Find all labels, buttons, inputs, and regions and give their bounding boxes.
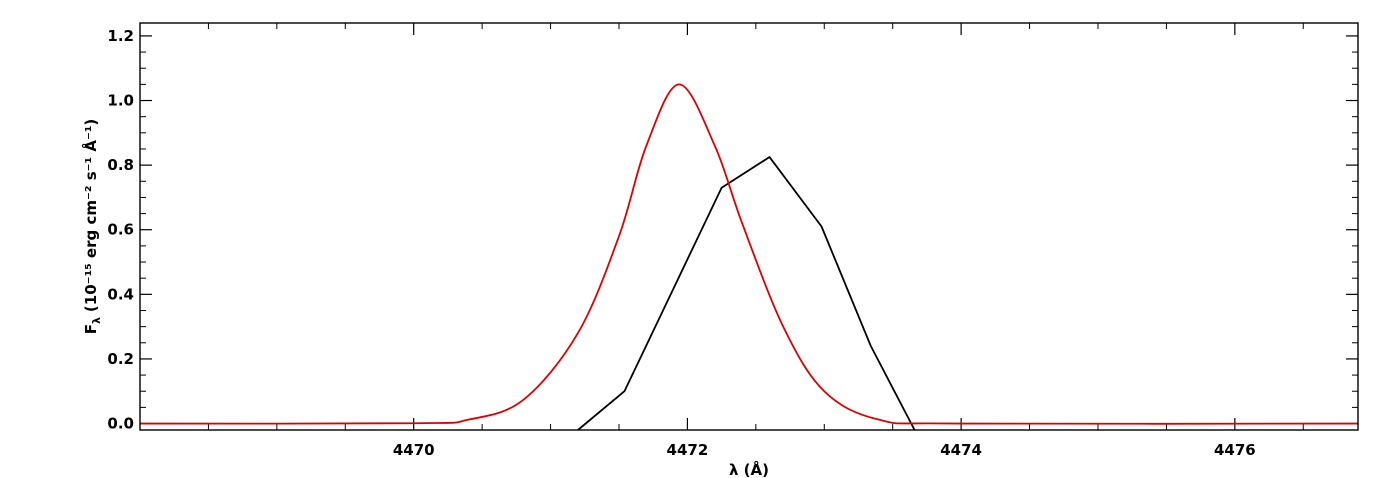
y-tick-label: 1.2 <box>107 27 134 45</box>
axis-ticks <box>140 23 1358 430</box>
y-tick-label: 0.8 <box>107 156 134 174</box>
y-axis-label-symbol: F <box>82 324 100 334</box>
x-tick-labels: 4470 4472 4474 4476 <box>393 441 1256 459</box>
x-tick-label: 4470 <box>393 441 435 459</box>
x-tick-label: 4476 <box>1214 441 1256 459</box>
y-tick-label: 0.0 <box>107 415 134 433</box>
series-group <box>139 83 1359 431</box>
y-axis-label-units: (10⁻¹⁵ erg cm⁻² s⁻¹ Å⁻¹) <box>81 119 100 312</box>
x-tick-label: 4474 <box>940 441 982 459</box>
y-tick-label: 0.4 <box>107 285 134 303</box>
y-axis-label: Fλ (10⁻¹⁵ erg cm⁻² s⁻¹ Å⁻¹) <box>81 119 103 335</box>
y-tick-label: 0.2 <box>107 350 134 368</box>
y-tick-label: 1.0 <box>107 92 134 110</box>
y-tick-label: 0.6 <box>107 221 134 239</box>
x-tick-label: 4472 <box>667 441 709 459</box>
observed-profile-line <box>577 156 916 431</box>
x-axis-label: λ (Å) <box>729 460 769 478</box>
y-axis-label-subscript: λ <box>90 317 103 324</box>
y-tick-labels: 0.0 0.2 0.4 0.6 0.8 1.0 1.2 <box>107 27 134 433</box>
plot-frame <box>139 22 1359 431</box>
model-profile-line <box>139 83 1359 425</box>
